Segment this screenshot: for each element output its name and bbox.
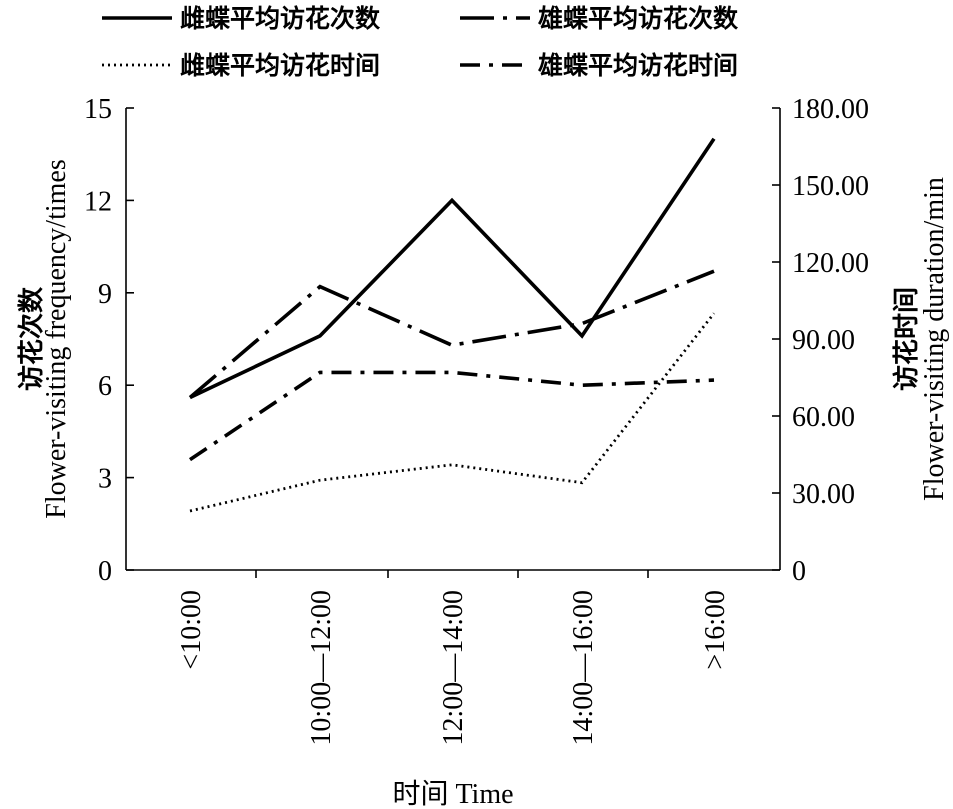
left-tick-label: 12 (84, 186, 112, 217)
x-tick-label: 14:00—16:00 (568, 590, 599, 746)
legend-label-female-duration: 雌蝶平均访花时间 (180, 51, 380, 80)
x-tick-label-group: >16:00 (700, 590, 731, 670)
x-tick-label-group: 10:00—12:00 (306, 590, 337, 746)
right-tick-label: 90.00 (792, 325, 855, 356)
legend-label-male-duration: 雄蝶平均访花时间 (537, 51, 738, 80)
left-axis-title-cn-group: 访花次数 (17, 286, 47, 391)
right-tick-label: 150.00 (792, 171, 869, 202)
male-duration-line (188, 370, 715, 462)
left-axis-title-en: Flower-visiting frequency/times (41, 159, 72, 518)
left-axis-ticks: 0 3 6 9 12 15 (84, 94, 134, 587)
x-tick-label: <10:00 (176, 590, 207, 670)
left-tick-label: 9 (98, 279, 112, 310)
legend-label-male-frequency: 雄蝶平均访花次数 (537, 4, 739, 33)
legend-label-female-frequency: 雌蝶平均访花次数 (180, 4, 381, 33)
x-tick-label: 10:00—12:00 (306, 590, 337, 746)
x-tick-label-group: <10:00 (176, 590, 207, 670)
right-tick-label: 120.00 (792, 248, 869, 279)
right-tick-label: 0 (792, 556, 806, 587)
left-tick-label: 15 (84, 94, 112, 125)
left-tick-label: 6 (98, 371, 112, 402)
legend: 雌蝶平均访花次数 雄蝶平均访花次数 雌蝶平均访花时间 雄蝶平均访花时间 (102, 4, 739, 80)
right-axis-title-cn-group: 访花时间 (892, 287, 922, 391)
x-axis-ticks: <10:00 10:00—12:00 12:00—14:00 14:00—16:00 >… (176, 570, 731, 746)
female-duration-line (189, 312, 716, 513)
left-tick-label: 3 (98, 464, 112, 495)
x-tick-label-group: 14:00—16:00 (568, 590, 599, 746)
female-frequency-line (189, 137, 716, 400)
left-axis-title-en-group: Flower-visiting frequency/times (41, 159, 72, 518)
x-tick-label: >16:00 (700, 590, 731, 670)
x-tick-label: 12:00—14:00 (438, 590, 469, 746)
left-axis-title-cn: 访花次数 (17, 286, 47, 391)
right-tick-label: 30.00 (792, 479, 855, 510)
right-tick-label: 60.00 (792, 402, 855, 433)
x-tick-label-group: 12:00—14:00 (438, 590, 469, 746)
male-frequency-line (188, 269, 715, 399)
right-axis-ticks: 0 30.00 60.00 90.00 120.00 150.00 180.00 (772, 94, 869, 587)
x-axis-title: 时间 Time (392, 778, 513, 809)
right-axis-title-en: Flower-visiting duration/min (919, 177, 950, 501)
left-tick-label: 0 (98, 556, 112, 587)
right-axis-title-cn: 访花时间 (892, 287, 922, 391)
right-tick-label: 180.00 (792, 94, 869, 125)
series-layer (188, 137, 716, 513)
right-axis-title-en-group: Flower-visiting duration/min (919, 177, 950, 501)
